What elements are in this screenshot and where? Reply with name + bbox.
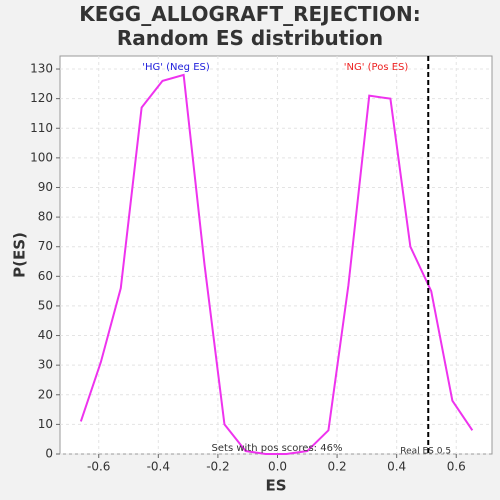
y-tick-label: 90: [38, 180, 53, 194]
y-tick-label: 110: [30, 121, 53, 135]
y-tick-label: 80: [38, 210, 53, 224]
x-tick-label: 0.4: [387, 460, 406, 474]
y-tick-label: 50: [38, 298, 53, 312]
reference-label: Real ES 0.5: [400, 447, 451, 457]
y-tick-label: 10: [38, 417, 53, 431]
y-tick-label: 30: [38, 358, 53, 372]
annotation: 'NG' (Pos ES): [344, 62, 409, 73]
x-tick-label: -0.4: [147, 460, 170, 474]
y-tick-label: 70: [38, 239, 53, 253]
data-line: [79, 73, 474, 455]
x-axis-label: ES: [265, 477, 286, 495]
plot-area: [59, 55, 493, 455]
y-tick-label: 60: [38, 269, 53, 283]
x-tick-label: 0.0: [268, 460, 287, 474]
annotation: 'HG' (Neg ES): [142, 62, 210, 73]
x-tick-label: -0.6: [87, 460, 110, 474]
annotation: Sets with pos scores: 46%: [212, 443, 343, 454]
y-tick-label: 100: [30, 150, 53, 164]
y-tick-label: 20: [38, 387, 53, 401]
chart-title: KEGG_ALLOGRAFT_REJECTION: Random ES distr…: [79, 2, 421, 50]
y-tick-label: 130: [30, 62, 53, 76]
x-tick-label: -0.2: [206, 460, 229, 474]
x-tick-label: 0.2: [328, 460, 347, 474]
x-tick-label: 0.6: [447, 460, 466, 474]
y-axis-label: P(ES): [11, 232, 29, 278]
y-tick-label: 120: [30, 91, 53, 105]
y-tick-label: 0: [45, 447, 53, 461]
y-tick-label: 40: [38, 328, 53, 342]
